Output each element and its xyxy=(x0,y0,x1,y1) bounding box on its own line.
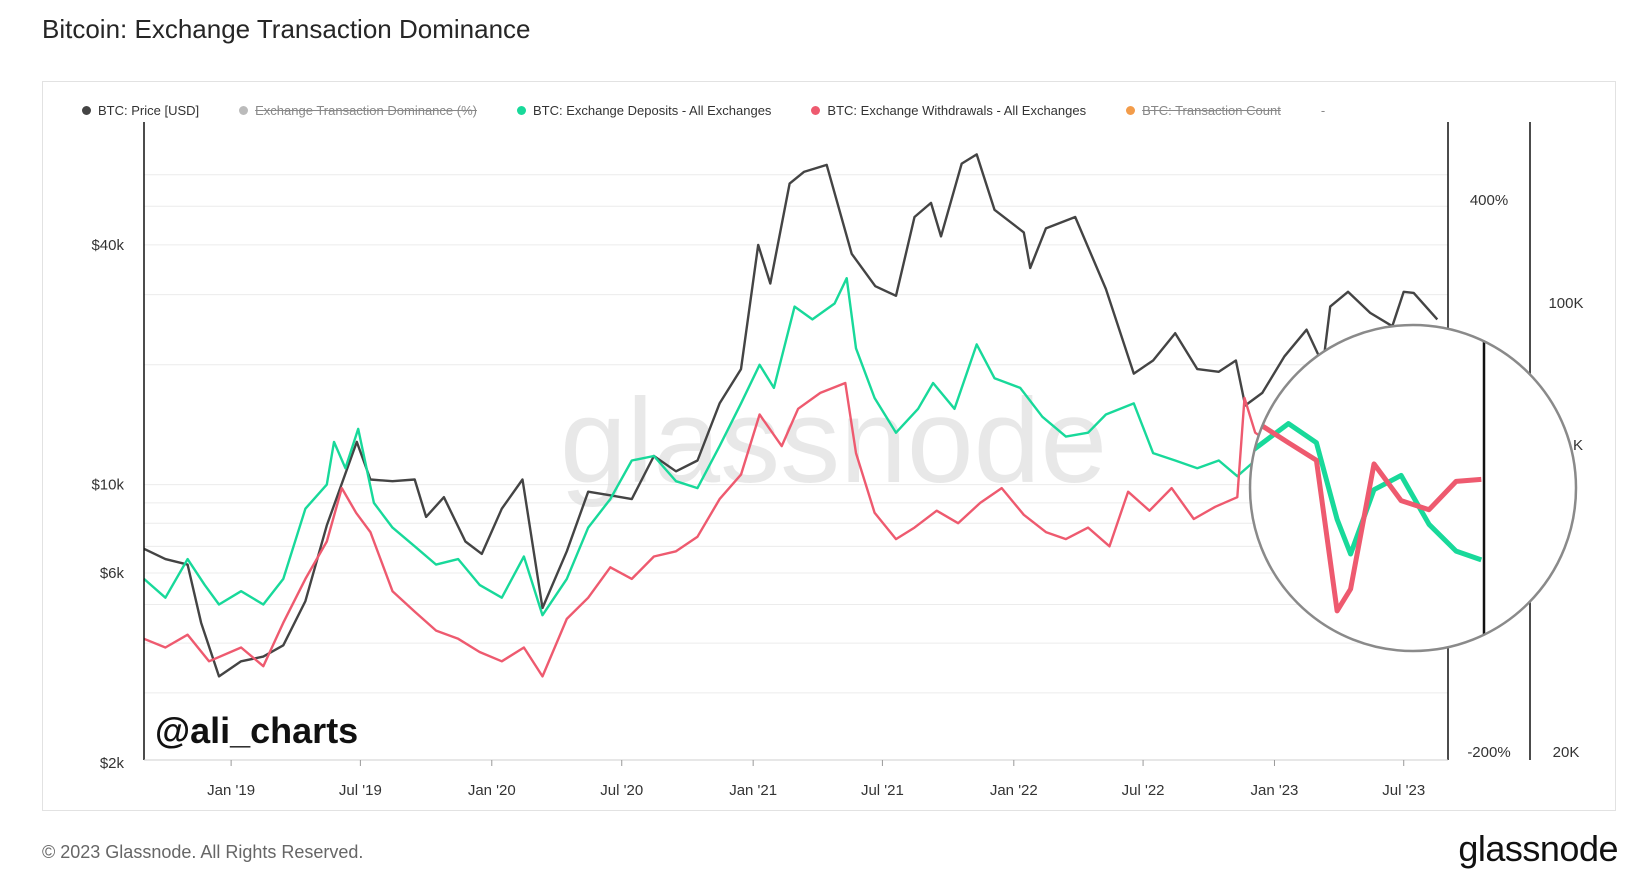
chart-panel xyxy=(42,81,1616,811)
deposits-line xyxy=(143,277,1438,617)
x-tick-label: Jul '19 xyxy=(339,782,382,799)
right-axis-1-tick: -200% xyxy=(1467,744,1510,761)
x-tick-label: Jul '20 xyxy=(600,782,643,799)
x-tick-label: Jul '21 xyxy=(861,782,904,799)
right-ticks: 400% -200% 100K K 20K xyxy=(1467,192,1583,761)
zoom-lens-border xyxy=(1248,323,1578,653)
legend-dot-tx-count xyxy=(1126,105,1136,115)
right-axis-1-tick: 400% xyxy=(1470,192,1508,209)
chart-title: Bitcoin: Exchange Transaction Dominance xyxy=(42,14,531,44)
author-handle: @ali_charts xyxy=(155,710,359,751)
grid-lines xyxy=(144,174,1448,694)
legend-label-tx-count: BTC: Transaction Count xyxy=(1142,102,1281,118)
y-tick-label: $40k xyxy=(91,237,124,254)
legend-dot-withdrawals xyxy=(811,105,821,115)
y-tick-label: $2k xyxy=(100,755,125,772)
withdrawals-line xyxy=(143,381,1438,678)
x-tick-label: Jul '22 xyxy=(1122,782,1165,799)
x-tick-label: Jan '23 xyxy=(1251,782,1299,799)
legend-label-dominance: Exchange Transaction Dominance (%) xyxy=(255,102,477,118)
x-tick-label: Jan '20 xyxy=(468,782,516,799)
y-tick-label: $10k xyxy=(91,477,124,494)
zoom-lens xyxy=(1248,323,1578,653)
x-tick-label: Jan '21 xyxy=(729,782,777,799)
right-axis-2-tick: 20K xyxy=(1553,744,1580,761)
legend-label-deposits: BTC: Exchange Deposits - All Exchanges xyxy=(532,102,772,118)
legend-dot-deposits xyxy=(516,105,526,115)
brand-logo: glassnode xyxy=(1458,828,1618,869)
legend-label-withdrawals: BTC: Exchange Withdrawals - All Exchange… xyxy=(827,102,1087,118)
series-group xyxy=(143,153,1439,678)
right-axis-2-tick: K xyxy=(1573,437,1583,454)
glassnode-watermark: glassnode xyxy=(560,374,1107,508)
x-tick-label: Jan '19 xyxy=(207,782,255,799)
copyright-footer: © 2023 Glassnode. All Rights Reserved. xyxy=(42,842,364,862)
legend-label-price: BTC: Price [USD] xyxy=(98,102,200,118)
legend-trailing-dash: - xyxy=(1320,102,1326,118)
price-line xyxy=(143,153,1439,678)
right-axis-2-tick: 100K xyxy=(1548,295,1583,312)
chart-legend: BTC: Price [USD] Exchange Transaction Do… xyxy=(82,100,1325,120)
lens-withdrawals-line xyxy=(1250,376,1482,614)
lens-series xyxy=(1250,340,1486,636)
legend-dot-price xyxy=(82,105,91,115)
legend-item-tx-count[interactable]: BTC: Transaction Count xyxy=(1126,103,1281,118)
legend-item-withdrawals[interactable]: BTC: Exchange Withdrawals - All Exchange… xyxy=(811,103,1086,118)
x-tick-label: Jan '22 xyxy=(990,782,1038,799)
x-ticks: Jan '19 Jul '19 Jan '20 Jul '20 Jan '21 Jul '… xyxy=(207,760,1425,799)
legend-dot-dominance xyxy=(239,105,249,115)
legend-item-dominance[interactable]: Exchange Transaction Dominance (%) xyxy=(239,103,477,118)
legend-item-price[interactable]: BTC: Price [USD] xyxy=(82,103,199,118)
x-tick-label: Jul '23 xyxy=(1382,782,1425,799)
y-ticks: $2k $6k $10k $40k xyxy=(91,237,124,772)
legend-item-deposits[interactable]: BTC: Exchange Deposits - All Exchanges xyxy=(516,102,772,118)
y-tick-label: $6k xyxy=(100,565,125,582)
